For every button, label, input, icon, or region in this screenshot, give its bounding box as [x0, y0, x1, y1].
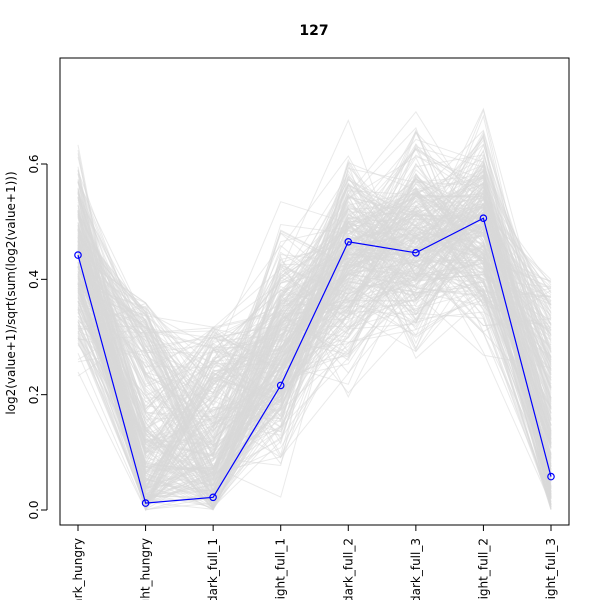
x-tick-label: dark_full_1 [206, 538, 220, 600]
x-tick-label: light_full_3 [544, 538, 558, 600]
background-series-line [77, 216, 552, 500]
highlight-series [74, 214, 555, 507]
background-series-line [77, 181, 552, 447]
data-point [276, 381, 285, 390]
data-point [547, 472, 555, 481]
x-tick-label: dark_full_3 [409, 538, 423, 600]
background-series-line [77, 164, 552, 457]
background-series-line [77, 176, 552, 509]
data-point [74, 251, 82, 259]
background-series-line [77, 215, 552, 480]
background-series-line [77, 202, 552, 507]
background-series-line [77, 173, 552, 481]
y-axis: 0.0 0.2 0.4 0.6 [27, 154, 48, 520]
data-point [479, 214, 488, 223]
background-series-line [77, 189, 552, 497]
y-axis-label: log2(value+1)/sqrt(sum(log2(value+1))) [4, 171, 18, 414]
background-lines [77, 107, 552, 512]
x-tick-label: light_full_2 [476, 538, 490, 600]
background-series-line [77, 240, 552, 506]
data-point [209, 493, 217, 502]
background-series-line [77, 148, 552, 464]
background-series-line [77, 229, 552, 511]
x-tick-label: dark_full_2 [341, 538, 355, 600]
background-series-line [77, 133, 552, 483]
y-tick-label: 0.4 [27, 270, 41, 289]
background-series-line [77, 181, 552, 368]
y-tick-label: 0.0 [27, 500, 41, 519]
background-series-line [77, 259, 552, 473]
background-series-line [77, 173, 552, 509]
background-series-line [77, 193, 552, 483]
data-point [344, 238, 353, 246]
chart-title: 127 [299, 23, 328, 39]
y-tick-label: 0.2 [27, 385, 41, 404]
background-series-line [77, 171, 552, 454]
background-series-line [77, 189, 552, 430]
y-tick-label: 0.6 [27, 154, 41, 173]
background-series-line [77, 201, 552, 452]
background-series-line [77, 224, 552, 454]
x-axis: ark_hungry ght_hungry dark_full_1 light_ful… [71, 524, 558, 605]
x-tick-label: ght_hungry [139, 538, 153, 600]
background-series-line [77, 191, 552, 498]
background-series-line [77, 166, 552, 467]
background-series-line [77, 181, 552, 459]
background-series-line [77, 154, 552, 494]
background-series-line [77, 237, 552, 511]
x-tick-label: light_full_1 [274, 538, 288, 600]
background-series-line [77, 138, 552, 510]
data-point [412, 249, 420, 257]
background-series-line [77, 193, 552, 421]
x-tick-label: ark_hungry [71, 538, 85, 600]
highlight-series-line [77, 217, 552, 504]
data-point [141, 499, 150, 507]
background-series-line [77, 170, 552, 502]
background-series-line [77, 237, 552, 456]
